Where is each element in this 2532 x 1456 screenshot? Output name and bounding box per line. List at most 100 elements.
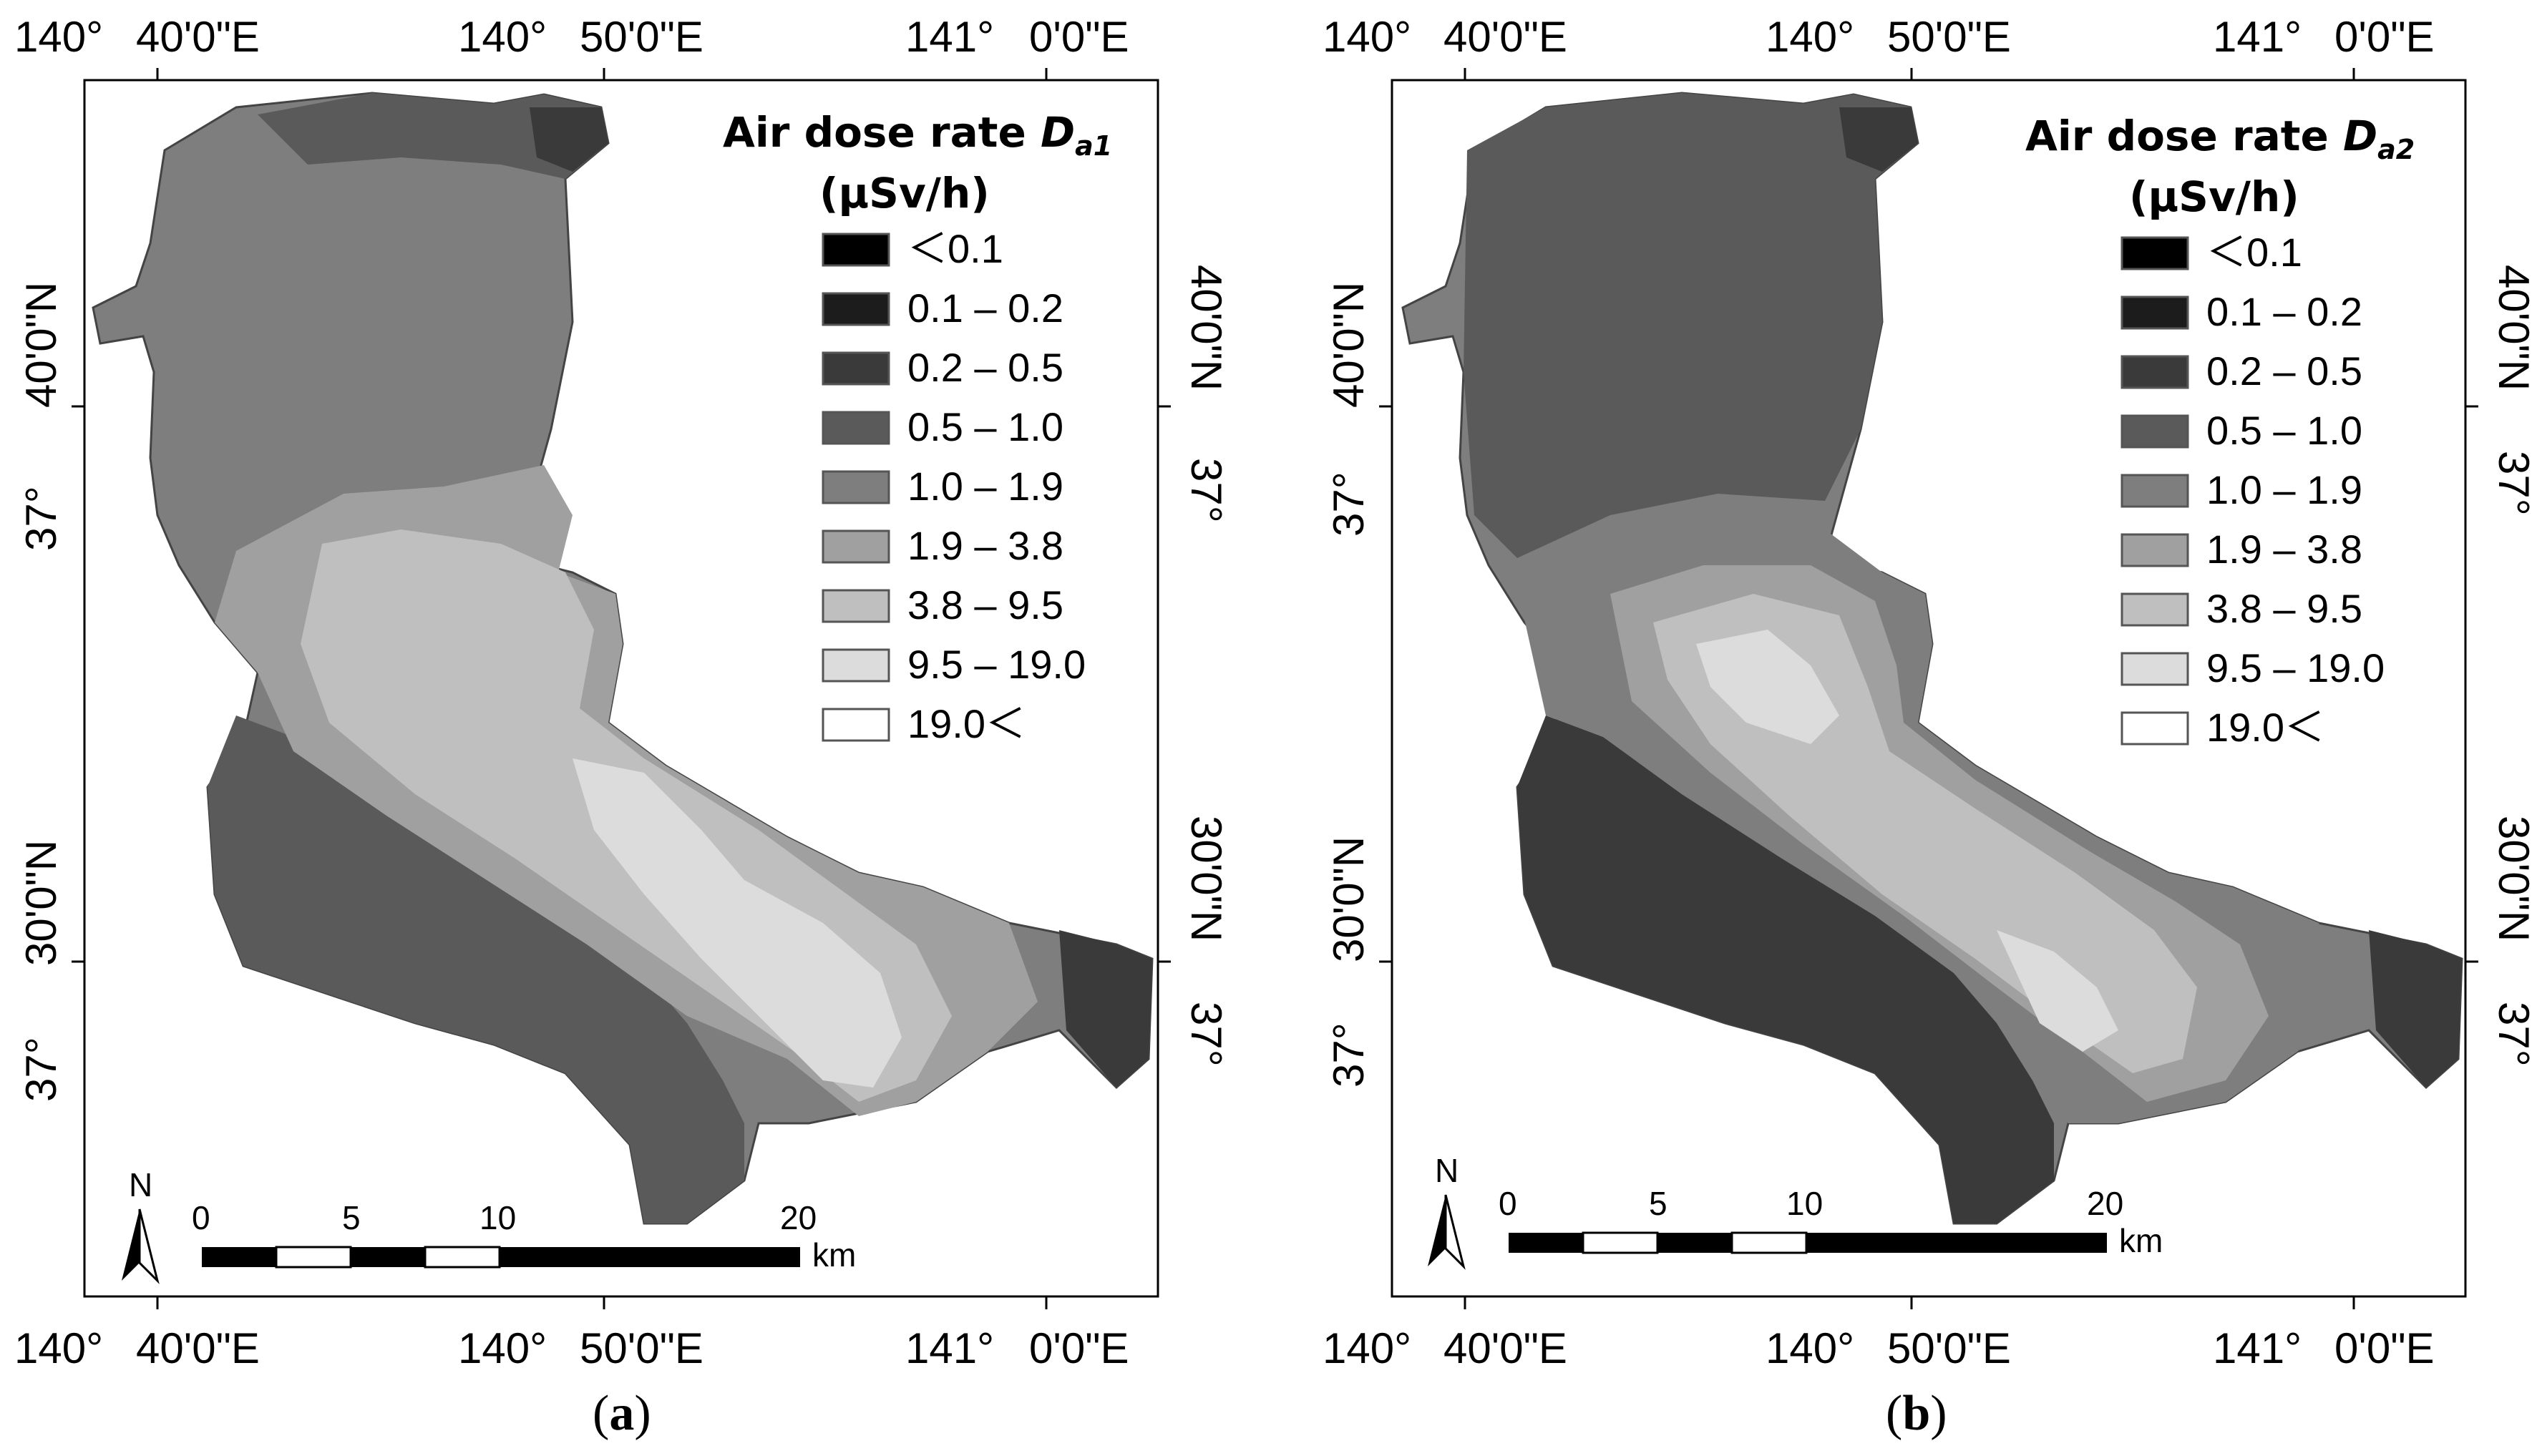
- legend-swatch: [822, 470, 890, 504]
- lon-label-top-deg: 140°: [14, 13, 103, 61]
- scale-bar: 0 5 10 20 km: [192, 1199, 856, 1274]
- region-northeast-dark: [530, 107, 608, 172]
- lat-label-left-min: 30'0"N: [17, 840, 65, 966]
- lon-label-top-deg: 141°: [905, 13, 994, 61]
- panel-caption-a: (a): [593, 1386, 651, 1441]
- lat-label-right-deg: 37°: [1182, 1002, 1230, 1067]
- lon-label-top-min: 40'0"E: [136, 13, 260, 61]
- lat-label-right-min: 40'0"N: [1182, 265, 1230, 391]
- lat-label-left-deg: 37°: [1325, 472, 1373, 537]
- legend-swatch: [822, 529, 890, 564]
- lat-label-left-deg: 37°: [17, 486, 65, 551]
- graticule-ticks: [1379, 68, 2478, 1309]
- legend-swatch: [2120, 414, 2189, 449]
- legend-swatch: [2120, 295, 2189, 330]
- legend-label: 0.5 – 1.0: [907, 404, 1063, 449]
- lon-label-top-min: 50'0"E: [580, 13, 703, 61]
- region-south-dark: [1968, 1116, 2054, 1202]
- legend-unit: (μSv/h): [819, 169, 990, 218]
- lon-label-top-min: 50'0"E: [1887, 13, 2011, 61]
- legend-title: Air dose rate Da1: [723, 108, 1112, 162]
- lat-label-left-min: 30'0"N: [1325, 836, 1373, 962]
- scale-bar: 0 5 10 20 km: [1499, 1185, 2163, 1259]
- lon-label-top-min: 0'0"E: [1029, 13, 1129, 61]
- scale-label-10: 10: [479, 1199, 516, 1236]
- scale-segment: [1730, 1231, 1808, 1254]
- scale-segment: [1806, 1233, 2107, 1253]
- scale-segment: [500, 1247, 800, 1267]
- lon-label-bottom-min: 40'0"E: [1443, 1324, 1567, 1372]
- legend-label: ＜0.1: [907, 226, 1003, 271]
- lat-label-right-min: 30'0"N: [2490, 816, 2532, 942]
- legend-label: 1.0 – 1.9: [907, 464, 1063, 509]
- scale-segment: [275, 1246, 352, 1269]
- north-label: N: [129, 1166, 152, 1203]
- legend-swatch: [822, 708, 890, 742]
- legend-label: 1.0 – 1.9: [2206, 467, 2362, 512]
- lon-label-bottom-min: 50'0"E: [1887, 1324, 2011, 1372]
- lon-label-bottom-min: 0'0"E: [1029, 1324, 1129, 1372]
- lon-label-bottom-deg: 140°: [14, 1324, 103, 1372]
- region-west-band: [1517, 715, 2054, 1223]
- lon-label-bottom-deg: 141°: [905, 1324, 994, 1372]
- scale-segment: [202, 1247, 276, 1267]
- north-arrow-right: [1444, 1194, 1466, 1270]
- lon-label-top-deg: 140°: [1766, 13, 1854, 61]
- scale-label-10: 10: [1786, 1185, 1823, 1222]
- legend: Air dose rate Da1 (μSv/h) ＜0.1 0.1 – 0.2 0…: [723, 108, 1112, 746]
- region-northeast-dark: [1839, 107, 1918, 172]
- legend-swatch: [2120, 355, 2189, 389]
- scale-unit: km: [2119, 1222, 2163, 1259]
- lon-label-bottom-min: 40'0"E: [136, 1324, 260, 1372]
- lon-label-bottom-deg: 140°: [458, 1324, 547, 1372]
- scale-label-5: 5: [1649, 1185, 1667, 1222]
- north-arrow: N: [122, 1166, 160, 1284]
- legend-label: 3.8 – 9.5: [2206, 586, 2362, 631]
- north-arrow: N: [1428, 1152, 1466, 1270]
- north-arrow-right: [138, 1208, 160, 1284]
- legend-label: 3.8 – 9.5: [907, 582, 1063, 627]
- north-arrow-left: [122, 1209, 140, 1281]
- panel-caption-b: (b): [1886, 1386, 1947, 1441]
- legend-label: 0.2 – 0.5: [2206, 348, 2362, 394]
- legend: Air dose rate Da2 (μSv/h) ＜0.1 0.1 – 0.2 0…: [2025, 112, 2415, 750]
- scale-label-5: 5: [342, 1199, 361, 1236]
- legend-swatch: [2120, 711, 2189, 746]
- lat-label-left-deg: 37°: [17, 1037, 65, 1102]
- legend-swatch: [822, 233, 890, 267]
- legend-label: 0.5 – 1.0: [2206, 408, 2362, 453]
- legend-swatch: [2120, 652, 2189, 686]
- legend-swatch: [2120, 533, 2189, 567]
- scale-label-20: 20: [780, 1199, 817, 1236]
- legend-unit: (μSv/h): [2129, 172, 2299, 221]
- scale-segment: [424, 1246, 501, 1269]
- panel-b: 140° 40'0"E 140° 50'0"E 141° 0'0"E 140° …: [1323, 13, 2532, 1441]
- region-band-95-190: [1696, 630, 2118, 1052]
- lat-label-right-deg: 37°: [1182, 458, 1230, 523]
- legend-title: Air dose rate Da2: [2025, 112, 2415, 165]
- lon-label-bottom-deg: 140°: [1323, 1324, 1411, 1372]
- region-west-band: [208, 715, 744, 1223]
- scale-label-20: 20: [2087, 1185, 2123, 1222]
- scale-segment: [351, 1247, 425, 1267]
- region-east-dark: [1059, 930, 1152, 1088]
- legend-label: 1.9 – 3.8: [907, 523, 1063, 568]
- legend-swatch: [822, 292, 890, 326]
- lon-label-bottom-min: 50'0"E: [580, 1324, 703, 1372]
- lat-label-right-deg: 37°: [2490, 451, 2532, 516]
- legend-swatch: [822, 648, 890, 683]
- graticule-ticks: [72, 68, 1171, 1309]
- region-east-dark: [2369, 930, 2462, 1088]
- panel-a: 140° 40'0"E 140° 50'0"E 141° 0'0"E 140° …: [14, 13, 1230, 1441]
- legend-swatch: [2120, 236, 2189, 270]
- legend-items: ＜0.1 0.1 – 0.2 0.2 – 0.5 0.5 – 1.0 1.0 – 1.9…: [2120, 230, 2385, 750]
- legend-label: 19.0＜: [2206, 705, 2324, 750]
- lon-label-top-deg: 140°: [1323, 13, 1411, 61]
- lon-label-bottom-min: 0'0"E: [2334, 1324, 2435, 1372]
- lon-label-top-deg: 141°: [2213, 13, 2302, 61]
- lat-label-left-deg: 37°: [1325, 1022, 1373, 1088]
- legend-swatch: [822, 589, 890, 623]
- lon-label-top-deg: 140°: [458, 13, 547, 61]
- legend-items: ＜0.1 0.1 – 0.2 0.2 – 0.5 0.5 – 1.0 1.0 – 1.9…: [822, 226, 1086, 746]
- legend-label: 1.9 – 3.8: [2206, 527, 2362, 572]
